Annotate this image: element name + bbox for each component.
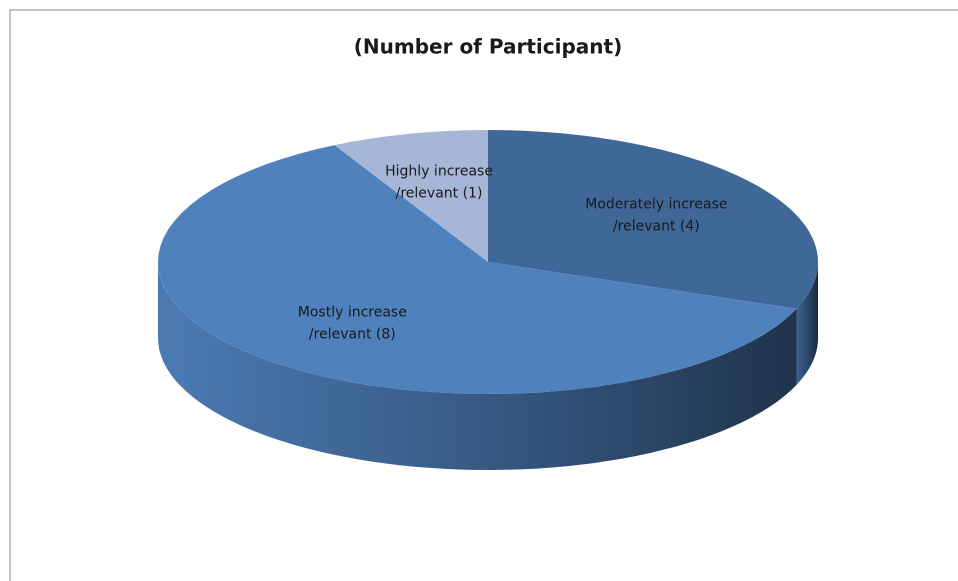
data-label: Mostly increase [298,304,407,320]
data-label: /relevant (8) [309,326,396,342]
side-shade [158,262,797,470]
chart-border [9,9,958,581]
data-label: Highly increase [385,164,493,180]
data-label: Moderately increase [585,197,727,213]
side-shade [796,262,818,385]
slice [488,130,818,309]
chart-title: (Number of Participant) [354,35,622,59]
data-label: /relevant (1) [396,186,483,202]
slice [158,145,797,394]
slice [334,130,488,262]
data-label: /relevant (4) [613,219,700,235]
